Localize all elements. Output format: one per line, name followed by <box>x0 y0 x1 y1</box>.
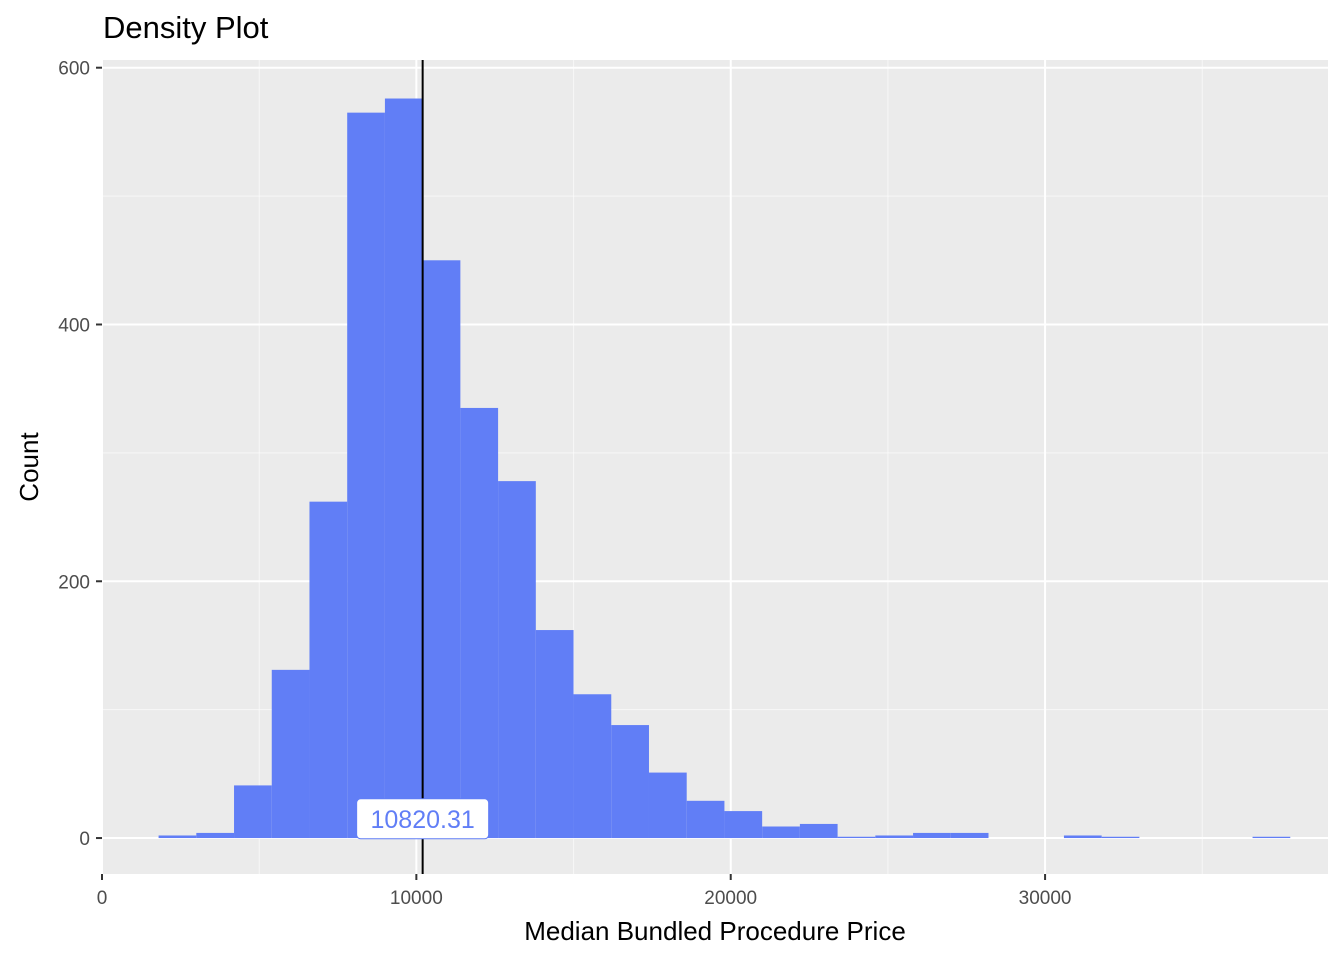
x-tick-label: 10000 <box>390 888 443 909</box>
histogram-bar <box>460 407 499 839</box>
histogram-bars <box>158 98 1291 839</box>
x-tick-label: 20000 <box>704 888 757 909</box>
histogram-bar <box>158 835 197 839</box>
y-tick-label: 600 <box>58 59 90 80</box>
y-tick-label: 200 <box>58 572 90 593</box>
histogram-bar <box>686 800 725 839</box>
histogram-bar <box>950 832 989 839</box>
histogram-bar <box>913 832 951 839</box>
histogram-bar <box>535 630 574 839</box>
x-axis: 0 10000 20000 30000 <box>97 874 1072 909</box>
x-tick-label: 0 <box>97 888 108 909</box>
histogram-bar <box>309 501 348 839</box>
histogram-bar <box>196 832 235 839</box>
histogram-bar <box>648 772 687 839</box>
histogram-bar <box>384 98 423 839</box>
x-tick-label: 30000 <box>1019 888 1072 909</box>
y-axis: 0 200 400 600 <box>58 59 102 850</box>
histogram-bar <box>875 835 914 839</box>
annotation-group: 10820.31 <box>356 798 490 840</box>
histogram-bar <box>347 112 385 839</box>
histogram-bar <box>1101 836 1140 839</box>
histogram-bar <box>724 811 763 839</box>
histogram-bar <box>422 260 461 839</box>
histogram-bar <box>799 823 838 839</box>
histogram-bar <box>1252 836 1291 839</box>
histogram-bar <box>1063 835 1102 839</box>
y-tick-label: 400 <box>58 315 90 336</box>
chart-title: Density Plot <box>103 10 269 45</box>
annotation-label-box <box>356 798 490 840</box>
histogram-bar <box>573 694 612 839</box>
y-axis-title: Count <box>14 432 44 502</box>
histogram-bar <box>837 836 876 839</box>
histogram-bar <box>762 826 800 839</box>
annotation-label-text: 10820.31 <box>371 806 475 834</box>
histogram-bar <box>498 481 536 839</box>
y-tick-label: 0 <box>79 829 90 850</box>
histogram-bar <box>271 669 310 839</box>
histogram-bar <box>611 725 649 839</box>
histogram-bar <box>234 785 272 839</box>
x-axis-title: Median Bundled Procedure Price <box>524 916 906 946</box>
